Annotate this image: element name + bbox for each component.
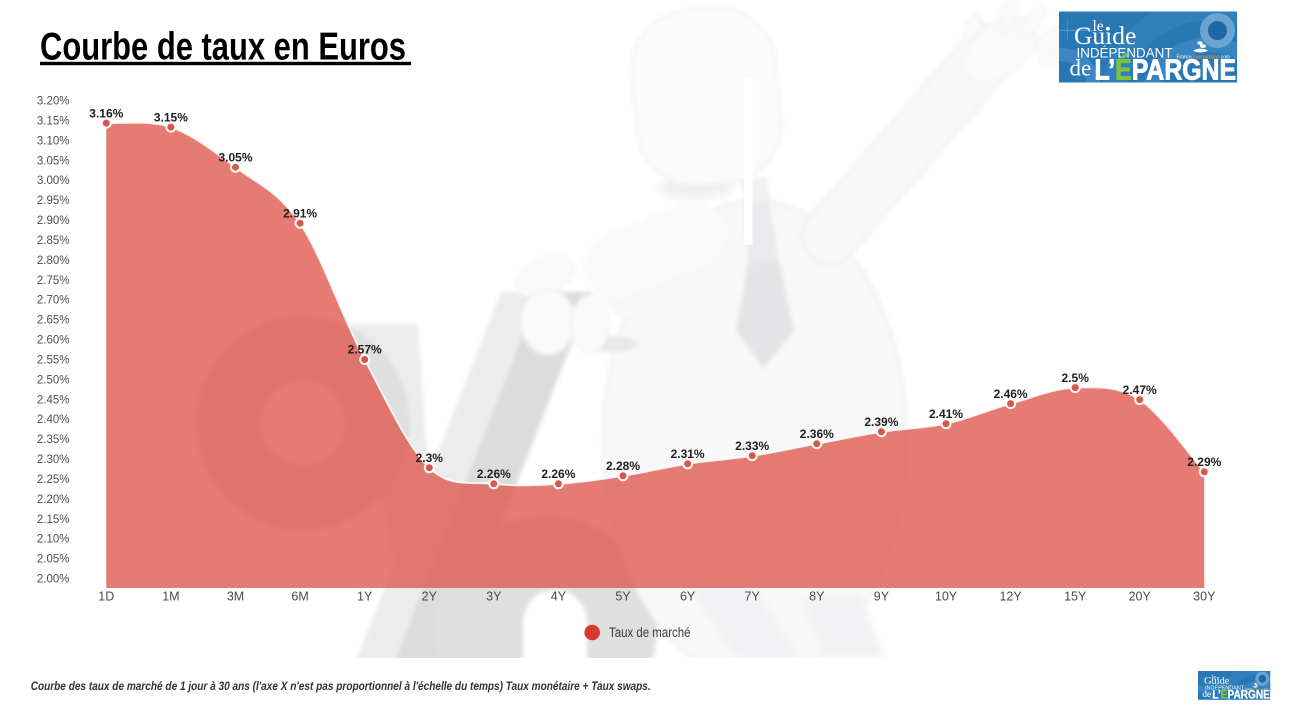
svg-text:2.25%: 2.25%	[37, 474, 70, 486]
svg-text:2.40%: 2.40%	[37, 414, 70, 426]
svg-text:Courbe de taux en Euros: Courbe de taux en Euros	[40, 25, 406, 68]
svg-text:3.15%: 3.15%	[154, 110, 188, 124]
svg-text:3.10%: 3.10%	[37, 135, 70, 147]
svg-text:2.3%: 2.3%	[416, 451, 444, 465]
svg-text:3.15%: 3.15%	[37, 115, 70, 127]
svg-text:2.00%: 2.00%	[37, 574, 70, 586]
svg-text:2.31%: 2.31%	[671, 447, 705, 461]
svg-text:2.47%: 2.47%	[1123, 383, 1157, 397]
svg-text:2.26%: 2.26%	[541, 467, 575, 481]
svg-text:2.39%: 2.39%	[864, 415, 898, 429]
svg-text:20Y: 20Y	[1129, 590, 1152, 604]
svg-text:2.41%: 2.41%	[929, 407, 963, 421]
svg-text:2.30%: 2.30%	[37, 454, 70, 466]
svg-text:2.80%: 2.80%	[37, 255, 70, 267]
svg-text:2.5%: 2.5%	[1062, 371, 1090, 385]
svg-text:12Y: 12Y	[999, 590, 1022, 604]
svg-text:2.29%: 2.29%	[1187, 455, 1221, 469]
svg-text:3.16%: 3.16%	[89, 106, 123, 120]
svg-text:2.90%: 2.90%	[37, 215, 70, 227]
svg-text:2.60%: 2.60%	[37, 335, 70, 347]
svg-text:3.20%: 3.20%	[37, 96, 70, 108]
svg-text:6Y: 6Y	[680, 590, 696, 604]
svg-text:2.20%: 2.20%	[37, 494, 70, 506]
svg-text:2.10%: 2.10%	[37, 534, 70, 546]
svg-text:2.46%: 2.46%	[994, 387, 1028, 401]
svg-text:2.55%: 2.55%	[37, 355, 70, 367]
svg-text:15Y: 15Y	[1064, 590, 1087, 604]
svg-text:3M: 3M	[227, 590, 244, 604]
svg-text:7Y: 7Y	[745, 590, 761, 604]
svg-text:Taux de marché: Taux de marché	[609, 625, 691, 640]
svg-text:2.35%: 2.35%	[37, 434, 70, 446]
svg-text:10Y: 10Y	[935, 590, 958, 604]
svg-text:1D: 1D	[98, 590, 114, 604]
svg-text:2.91%: 2.91%	[283, 207, 317, 221]
svg-text:2.05%: 2.05%	[37, 554, 70, 566]
svg-text:2.33%: 2.33%	[735, 439, 769, 453]
svg-text:1M: 1M	[162, 590, 179, 604]
svg-text:2.85%: 2.85%	[37, 235, 70, 247]
svg-text:3.05%: 3.05%	[37, 155, 70, 167]
svg-text:2Y: 2Y	[422, 590, 438, 604]
svg-text:9Y: 9Y	[874, 590, 890, 604]
svg-text:5Y: 5Y	[615, 590, 631, 604]
svg-text:2.50%: 2.50%	[37, 374, 70, 386]
svg-text:6M: 6M	[291, 590, 308, 604]
svg-text:2.15%: 2.15%	[37, 514, 70, 526]
svg-text:3.05%: 3.05%	[218, 150, 252, 164]
svg-text:8Y: 8Y	[809, 590, 825, 604]
svg-text:2.28%: 2.28%	[606, 459, 640, 473]
svg-text:2.65%: 2.65%	[37, 315, 70, 327]
svg-text:1Y: 1Y	[357, 590, 373, 604]
svg-text:2.70%: 2.70%	[37, 295, 70, 307]
svg-text:2.75%: 2.75%	[37, 275, 70, 287]
svg-text:2.45%: 2.45%	[37, 394, 70, 406]
svg-text:3.00%: 3.00%	[37, 175, 70, 187]
svg-text:Courbe des taux de marché de 1: Courbe des taux de marché de 1 jour à 30…	[31, 679, 651, 693]
svg-text:30Y: 30Y	[1193, 590, 1216, 604]
svg-text:2.26%: 2.26%	[477, 467, 511, 481]
svg-text:2.36%: 2.36%	[800, 427, 834, 441]
svg-text:2.95%: 2.95%	[37, 195, 70, 207]
svg-text:2.57%: 2.57%	[348, 343, 382, 357]
svg-text:3Y: 3Y	[486, 590, 502, 604]
svg-text:4Y: 4Y	[551, 590, 567, 604]
